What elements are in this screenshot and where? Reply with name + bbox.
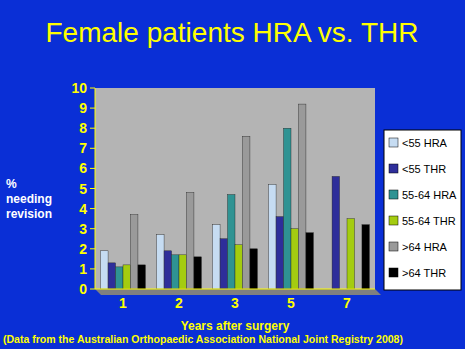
bar (194, 257, 201, 289)
bars (101, 104, 370, 289)
bar (138, 265, 145, 289)
legend-label: >64 HRA (402, 241, 448, 253)
tick (90, 188, 95, 189)
legend-label: 55-64 HRA (402, 189, 457, 201)
legend-swatch (389, 190, 398, 199)
category-label: 1 (119, 295, 127, 311)
bar (213, 225, 220, 289)
y-label-line: needing (6, 192, 52, 206)
tick-label: 4 (79, 201, 87, 217)
legend-swatch (389, 216, 398, 225)
tick-label: 3 (79, 221, 87, 237)
tick-label: 2 (79, 241, 87, 257)
chart: Female patients HRA vs. THR 0 1 2 3 4 5 6 7 8 9 10 1… (0, 0, 465, 349)
tick (90, 228, 95, 229)
category-label: 2 (175, 295, 183, 311)
legend (384, 130, 461, 290)
tick-label: 5 (79, 181, 87, 197)
title: Female patients HRA vs. THR (46, 17, 419, 48)
tick (90, 289, 95, 290)
legend-swatch (389, 138, 398, 147)
bar (130, 215, 137, 289)
legend-swatch (389, 164, 398, 173)
tick-label: 7 (79, 140, 87, 156)
bar (186, 193, 193, 289)
x-axis (95, 289, 375, 290)
legend-label: <55 THR (402, 163, 446, 175)
bar (123, 265, 130, 289)
legend-label: >64 THR (402, 267, 446, 279)
bar (108, 263, 115, 289)
tick-label: 9 (79, 100, 87, 116)
bar (172, 255, 179, 289)
tick-label: 10 (71, 80, 87, 96)
category-label: 3 (231, 295, 239, 311)
bar (101, 251, 108, 289)
bar (284, 128, 291, 289)
x-label: Years after surgery (181, 319, 290, 333)
legend-swatch (389, 242, 398, 251)
footnote: (Data from the Australian Orthopaedic As… (3, 334, 403, 345)
bar (298, 104, 305, 289)
category-label: 7 (343, 295, 351, 311)
tick (90, 108, 95, 109)
tick-label: 8 (79, 120, 87, 136)
plot-area (95, 88, 375, 289)
tick (90, 208, 95, 209)
bar (332, 176, 339, 289)
tick (90, 128, 95, 129)
y-label-line: revision (6, 207, 52, 221)
legend-label: 55-64 THR (402, 215, 456, 227)
bar (347, 219, 354, 289)
bar (235, 245, 242, 289)
bar (228, 195, 235, 289)
tick-label: 1 (79, 261, 87, 277)
category-label: 5 (287, 295, 295, 311)
tick-label: 0 (79, 281, 87, 297)
y-label: %needingrevision (6, 177, 52, 221)
tick (90, 248, 95, 249)
bar (164, 251, 171, 289)
bar (179, 255, 186, 289)
tick (90, 168, 95, 169)
bar (242, 136, 249, 289)
tick (90, 268, 95, 269)
tick (90, 88, 95, 89)
bar (306, 233, 313, 289)
bar (116, 267, 123, 289)
bar (276, 217, 283, 289)
legend-label: <55 HRA (402, 137, 448, 149)
bar (220, 239, 227, 289)
tick (90, 148, 95, 149)
tick-label: 6 (79, 160, 87, 176)
bar (157, 235, 164, 289)
bar (250, 249, 257, 289)
bar (362, 225, 369, 289)
legend-swatch (389, 268, 398, 277)
y-label-line: % (6, 177, 17, 191)
bar (269, 184, 276, 289)
bar (291, 229, 298, 289)
y-axis (95, 88, 96, 289)
